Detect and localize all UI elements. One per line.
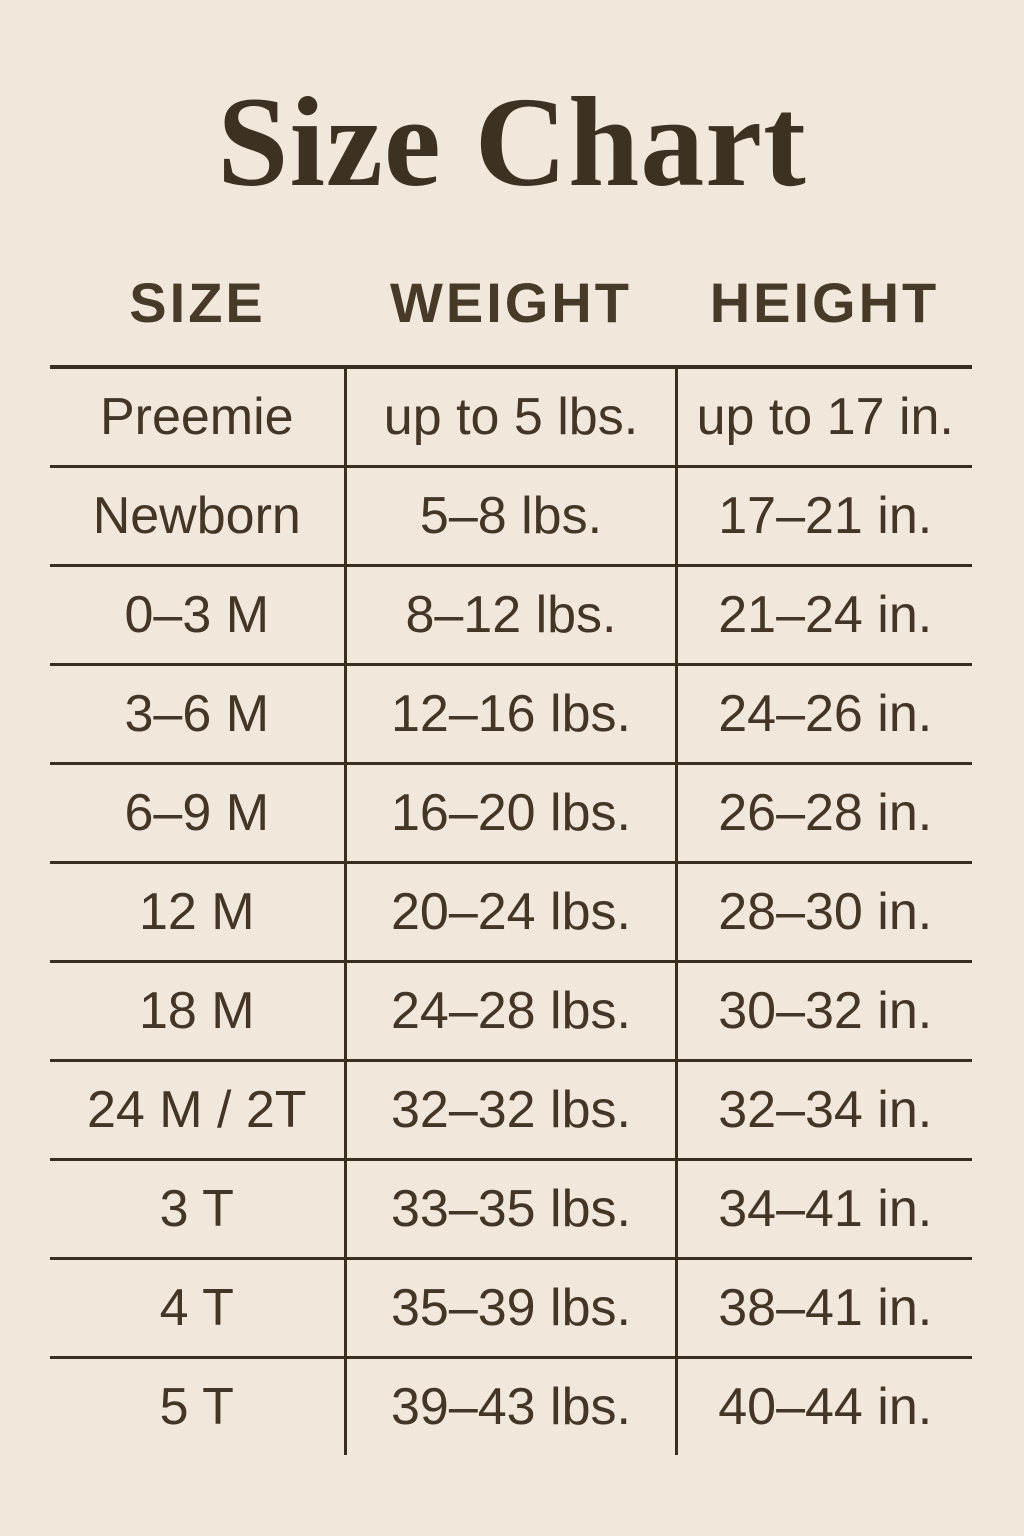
size-cell: 6–9 M — [50, 762, 346, 863]
table-body: Preemie up to 5 lbs. up to 17 in. Newborn 5–… — [50, 367, 972, 1455]
table-row: 18 M 24–28 lbs. 30–32 in. — [50, 960, 972, 1061]
weight-cell: 20–24 lbs. — [343, 861, 679, 962]
height-cell: up to 17 in. — [696, 388, 954, 446]
table-row: 3 T 33–35 lbs. 34–41 in. — [50, 1158, 972, 1259]
height-cell: 30–32 in. — [676, 960, 972, 1061]
column-header-weight: WEIGHT — [345, 240, 677, 369]
column-header-height: HEIGHT — [676, 240, 972, 369]
table-header: SIZE WEIGHT HEIGHT — [50, 240, 972, 369]
height-cell: 40–44 in. — [676, 1356, 972, 1455]
weight-cell: 24–28 lbs. — [343, 960, 679, 1061]
size-cell: Preemie — [99, 388, 294, 446]
height-cell: 28–30 in. — [676, 861, 972, 962]
size-cell: 4 T — [50, 1257, 346, 1358]
size-cell: Newborn — [50, 465, 346, 566]
table-header-row: SIZE WEIGHT HEIGHT — [50, 240, 972, 369]
table-row: 12 M 20–24 lbs. 28–30 in. — [50, 861, 972, 962]
height-cell: 21–24 in. — [676, 564, 972, 665]
table-row: 3–6 M 12–16 lbs. 24–26 in. — [50, 663, 972, 764]
height-cell: 32–34 in. — [676, 1059, 972, 1160]
weight-cell: 35–39 lbs. — [343, 1257, 679, 1358]
table-row: 6–9 M 16–20 lbs. 26–28 in. — [50, 762, 972, 863]
column-header-size: SIZE — [50, 240, 346, 369]
height-cell: 24–26 in. — [676, 663, 972, 764]
weight-cell: 8–12 lbs. — [343, 564, 679, 665]
weight-cell: 5–8 lbs. — [343, 465, 679, 566]
size-cell: 0–3 M — [50, 564, 346, 665]
size-cell: 18 M — [50, 960, 346, 1061]
table-row: 4 T 35–39 lbs. 38–41 in. — [50, 1257, 972, 1358]
weight-cell: 12–16 lbs. — [343, 663, 679, 764]
weight-cell: up to 5 lbs. — [343, 367, 679, 467]
table-row: Newborn 5–8 lbs. 17–21 in. — [50, 465, 972, 566]
height-cell: 38–41 in. — [676, 1257, 972, 1358]
weight-cell: 39–43 lbs. — [343, 1356, 679, 1455]
size-cell: 24 M / 2T — [50, 1059, 346, 1160]
table-row: Preemie up to 5 lbs. up to 17 in. — [50, 367, 972, 467]
size-cell: 3–6 M — [50, 663, 346, 764]
weight-cell: 32–32 lbs. — [343, 1059, 679, 1160]
page-title: Size Chart — [217, 71, 807, 213]
table-row: 0–3 M 8–12 lbs. 21–24 in. — [50, 564, 972, 665]
weight-cell: 16–20 lbs. — [343, 762, 679, 863]
table-row: 5 T 39–43 lbs. 40–44 in. — [50, 1356, 972, 1455]
height-cell: 17–21 in. — [676, 465, 972, 566]
size-cell: 12 M — [50, 861, 346, 962]
height-cell: 34–41 in. — [676, 1158, 972, 1259]
size-cell: 3 T — [50, 1158, 346, 1259]
weight-cell: 33–35 lbs. — [343, 1158, 679, 1259]
height-cell: 26–28 in. — [676, 762, 972, 863]
table-row: 24 M / 2T 32–32 lbs. 32–34 in. — [50, 1059, 972, 1160]
size-cell: 5 T — [50, 1356, 346, 1455]
size-chart-table: SIZE WEIGHT HEIGHT Preemie up to 5 lbs. up… — [50, 240, 972, 1455]
